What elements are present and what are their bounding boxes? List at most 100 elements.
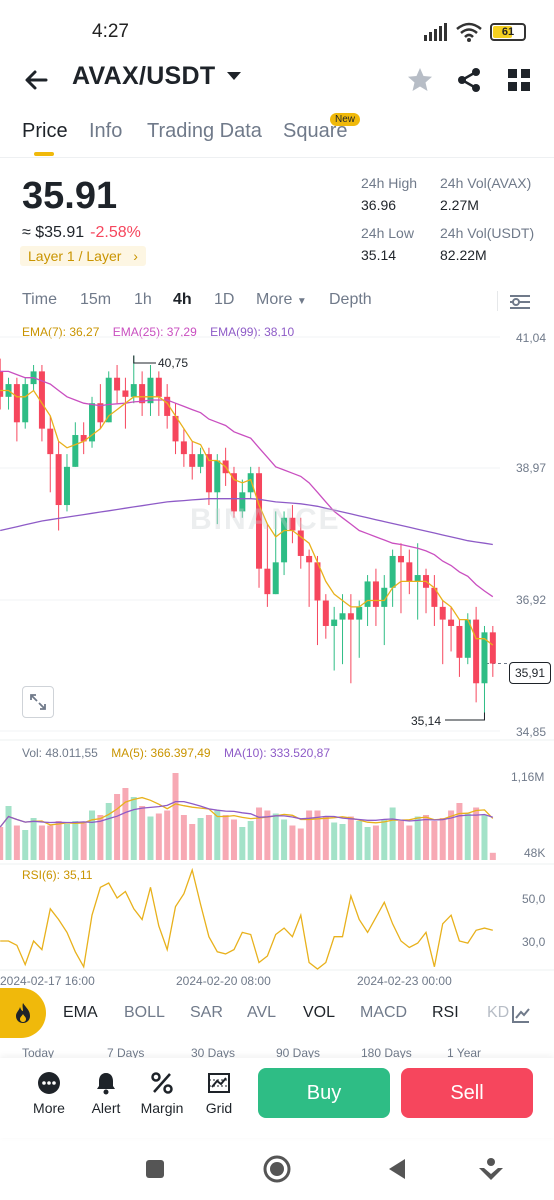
- assistant-icon[interactable]: [476, 1154, 506, 1184]
- alert-label: Alert: [91, 1100, 121, 1116]
- date-label-3: 2024-02-23 00:00: [357, 974, 452, 988]
- ema-legend: EMA(7): 36,27 EMA(25): 37,29 EMA(99): 38…: [22, 325, 304, 339]
- volume-bar: [289, 825, 296, 860]
- range-7d[interactable]: 7 Days: [107, 1046, 145, 1058]
- volume-bar: [256, 807, 263, 860]
- recents-icon[interactable]: [140, 1154, 170, 1184]
- margin-button[interactable]: Margin: [137, 1070, 187, 1116]
- candle-body: [314, 562, 321, 601]
- volume-bar: [5, 806, 12, 860]
- price-chart[interactable]: [0, 320, 554, 980]
- volume-bar: [197, 818, 204, 860]
- volume-bar: [464, 813, 471, 860]
- volume-bar: [22, 830, 29, 860]
- indicator-avl[interactable]: AVL: [247, 1004, 277, 1021]
- volume-bar: [189, 824, 196, 860]
- candle-body: [339, 613, 346, 620]
- vol-quote-value: 82.22M: [440, 247, 487, 263]
- indicator-boll[interactable]: BOLL: [124, 1004, 165, 1021]
- range-today[interactable]: Today: [22, 1046, 55, 1058]
- ema25-label: EMA(25): 37,29: [112, 325, 197, 339]
- tab-square[interactable]: Square: [283, 120, 348, 142]
- tab-trading-data[interactable]: Trading Data: [147, 120, 262, 142]
- caret-down-icon[interactable]: [226, 70, 242, 82]
- active-tab-indicator: [34, 152, 54, 156]
- interval-1d[interactable]: 1D: [214, 291, 235, 308]
- range-1y[interactable]: 1 Year: [447, 1046, 482, 1058]
- indicator-vol[interactable]: VOL: [303, 1004, 336, 1021]
- candle-body: [256, 473, 263, 569]
- indicator-ema[interactable]: EMA: [63, 1004, 98, 1021]
- tab-info[interactable]: Info: [89, 120, 123, 142]
- volume-bar: [13, 825, 20, 860]
- interval-15m[interactable]: 15m: [80, 291, 112, 308]
- range-30d[interactable]: 30 Days: [191, 1046, 236, 1058]
- candle-body: [147, 377, 154, 404]
- volume-bar: [105, 803, 112, 860]
- rsi-axis-50: 50,0: [522, 892, 546, 906]
- interval-1h[interactable]: 1h: [134, 291, 152, 308]
- ma10-label: MA(10): 333.520,87: [223, 746, 331, 760]
- volume-bar: [147, 816, 154, 860]
- interval-depth[interactable]: Depth: [329, 291, 372, 308]
- indicator-settings-icon[interactable]: [511, 1004, 531, 1024]
- indicator-macd[interactable]: MACD: [360, 1004, 408, 1021]
- grid-button[interactable]: Grid: [194, 1070, 244, 1116]
- candle-body: [139, 384, 146, 404]
- volume-bar: [30, 818, 37, 860]
- share-icon[interactable]: [455, 66, 483, 94]
- home-icon[interactable]: [262, 1154, 292, 1184]
- interval-more[interactable]: More ▼: [256, 291, 307, 309]
- interval-more-label: More: [256, 291, 293, 308]
- more-button[interactable]: More: [24, 1070, 74, 1116]
- category-tag[interactable]: Layer 1 / Layer ›: [20, 246, 146, 266]
- candle-body: [281, 517, 288, 563]
- candle-body: [372, 581, 379, 607]
- candle-body: [38, 371, 45, 429]
- candle-body: [397, 555, 404, 563]
- back-arrow-icon[interactable]: [20, 64, 52, 96]
- candle-body: [456, 625, 463, 658]
- indicator-kd[interactable]: KD: [487, 1004, 510, 1021]
- flame-button[interactable]: [0, 988, 46, 1038]
- volume-bar: [130, 797, 137, 860]
- candle-body: [130, 384, 137, 397]
- interval-time[interactable]: Time: [22, 291, 57, 308]
- star-icon[interactable]: [406, 66, 434, 94]
- back-triangle-icon[interactable]: [383, 1154, 413, 1184]
- grid-layout-icon[interactable]: [505, 66, 533, 94]
- volume-bar: [339, 824, 346, 860]
- high-marker-line: [133, 355, 156, 364]
- chart-settings-icon[interactable]: [510, 293, 530, 311]
- vol-axis-top: 1,16M: [511, 770, 545, 784]
- battery-fill: [493, 26, 513, 38]
- candle-body: [389, 555, 396, 588]
- range-180d[interactable]: 180 Days: [361, 1046, 412, 1058]
- expand-icon: [30, 694, 46, 710]
- range-90d[interactable]: 90 Days: [276, 1046, 321, 1058]
- volume-bar: [139, 806, 146, 860]
- sell-button[interactable]: Sell: [401, 1068, 533, 1118]
- interval-4h[interactable]: 4h: [173, 291, 192, 308]
- last-price: 35.91: [22, 175, 118, 217]
- alert-button[interactable]: Alert: [81, 1070, 131, 1116]
- volume-bar: [281, 819, 288, 860]
- vol-base-label: 24h Vol(AVAX): [440, 175, 532, 191]
- buy-button[interactable]: Buy: [258, 1068, 390, 1118]
- indicator-sar[interactable]: SAR: [190, 1004, 223, 1021]
- tab-price[interactable]: Price: [22, 120, 68, 142]
- volume-bar: [97, 815, 104, 860]
- candle-body: [72, 435, 79, 467]
- vol-label: Vol: 48.011,55: [22, 746, 98, 760]
- volume-bar: [264, 810, 271, 860]
- indicator-rsi[interactable]: RSI: [432, 1004, 459, 1021]
- volume-bar: [406, 825, 413, 860]
- expand-button[interactable]: [22, 686, 54, 718]
- high-value: 36.96: [361, 197, 397, 213]
- pair-title[interactable]: AVAX/USDT: [72, 62, 216, 90]
- candle-body: [331, 619, 338, 626]
- category-tag-label: Layer 1 / Layer: [28, 248, 122, 264]
- candle-body: [63, 466, 70, 506]
- ema99-line: [0, 498, 493, 546]
- interval-bar: Time 15m 1h 4h 1D More ▼ Depth: [0, 287, 554, 317]
